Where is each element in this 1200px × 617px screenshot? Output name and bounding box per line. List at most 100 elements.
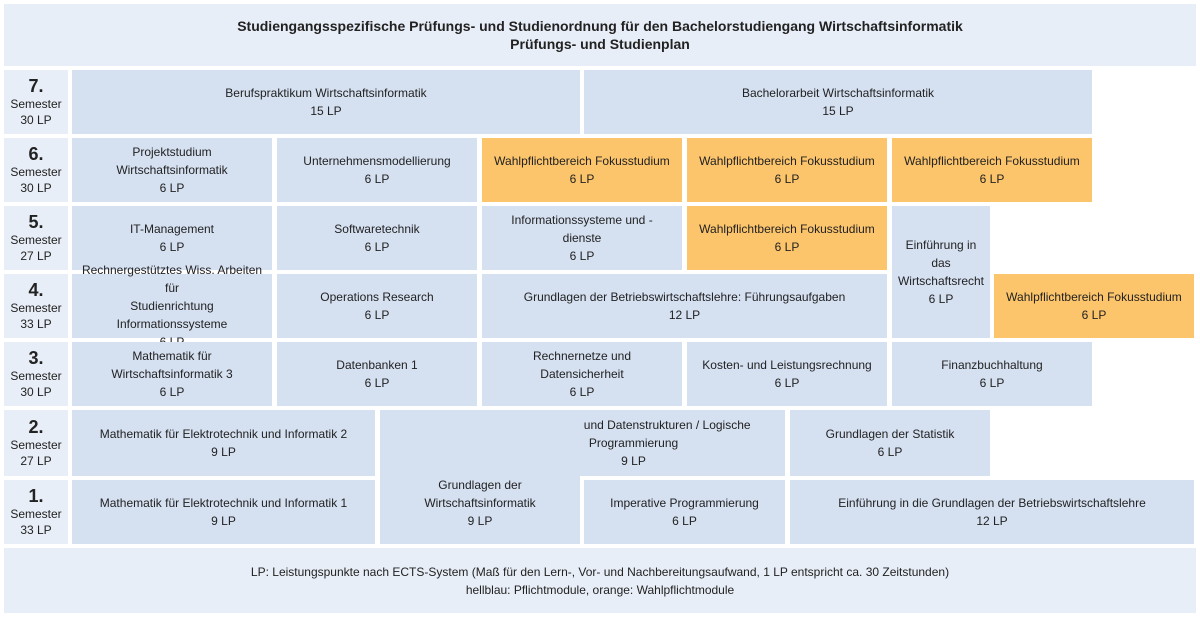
semester-word: Semester bbox=[10, 301, 62, 315]
module-lp: 6 LP bbox=[364, 376, 390, 390]
module-lp: 6 LP bbox=[928, 292, 954, 306]
module-bwl-fuehrungsaufgaben: Grundlagen der Betriebswirtschaftslehre:… bbox=[482, 274, 887, 338]
module-lp: 6 LP bbox=[159, 240, 185, 254]
module-name: Berufspraktikum Wirtschaftsinformatik bbox=[225, 86, 427, 100]
module-einfuehrung-bwl: Einführung in die Grundlagen der Betrieb… bbox=[790, 480, 1194, 544]
module-name: Grundlagen der Statistik bbox=[825, 427, 955, 441]
module-name: Unternehmensmodellierung bbox=[303, 154, 451, 168]
module-lp: 9 LP bbox=[211, 514, 236, 528]
module-name: Wahlpflichtbereich Fokusstudium bbox=[1006, 290, 1182, 304]
module-lp: 15 LP bbox=[310, 104, 342, 118]
module-lp: 9 LP bbox=[467, 514, 493, 528]
semester-label-3: 3. Semester 30 LP bbox=[4, 342, 68, 406]
module-name: Softwaretechnik bbox=[334, 222, 420, 236]
module-statistik: Grundlagen der Statistik 6 LP bbox=[790, 410, 990, 476]
semester-lp: 33 LP bbox=[20, 317, 52, 331]
module-name: Imperative Programmierung bbox=[610, 496, 759, 510]
module-name: Finanzbuchhaltung bbox=[941, 358, 1043, 372]
module-bachelorarbeit: Bachelorarbeit Wirtschaftsinformatik 15 … bbox=[584, 70, 1092, 134]
module-name: Operations Research bbox=[320, 290, 434, 304]
semester-word: Semester bbox=[10, 438, 62, 452]
module-rechnernetze: Rechnernetze und Datensicherheit 6 LP bbox=[482, 342, 682, 406]
semester-lp: 27 LP bbox=[20, 454, 52, 468]
legend-color-key: hellblau: Pflichtmodule, orange: Wahlpfl… bbox=[465, 582, 735, 597]
module-name: Grundlagen der Betriebswirtschaftslehre:… bbox=[523, 290, 846, 304]
module-lp: 6 LP bbox=[877, 445, 903, 459]
module-lp: 6 LP bbox=[1081, 308, 1107, 322]
module-finanzbuchhaltung: Finanzbuchhaltung 6 LP bbox=[892, 342, 1092, 406]
module-wahlpflicht-6b: Wahlpflichtbereich Fokusstudium 6 LP bbox=[687, 138, 887, 202]
module-projektstudium: Projektstudium Wirtschaftsinformatik 6 L… bbox=[72, 138, 272, 202]
module-name: Wahlpflichtbereich Fokusstudium bbox=[699, 154, 875, 168]
module-mathematik-wi-3: Mathematik für Wirtschaftsinformatik 3 6… bbox=[72, 342, 272, 406]
semester-label-4: 4. Semester 33 LP bbox=[4, 274, 68, 338]
module-lp: 9 LP bbox=[211, 445, 236, 459]
module-mathematik-eti-1: Mathematik für Elektrotechnik und Inform… bbox=[72, 480, 375, 544]
module-wahlpflicht-6c: Wahlpflichtbereich Fokusstudium 6 LP bbox=[892, 138, 1092, 202]
module-lp: 12 LP bbox=[976, 514, 1008, 528]
legend-lp-explanation: LP: Leistungspunkte nach ECTS-System (Ma… bbox=[250, 564, 950, 579]
module-lp: 6 LP bbox=[979, 376, 1005, 390]
module-lp: 6 LP bbox=[774, 240, 800, 254]
module-lp: 6 LP bbox=[364, 308, 390, 322]
semester-number: 6. bbox=[28, 144, 44, 164]
semester-label-5: 5. Semester 27 LP bbox=[4, 206, 68, 270]
page-subtitle: Prüfungs- und Studienplan bbox=[510, 36, 690, 52]
module-lp: 6 LP bbox=[569, 172, 595, 186]
module-informationssysteme: Informationssysteme und -dienste 6 LP bbox=[482, 206, 682, 270]
module-softwaretechnik: Softwaretechnik 6 LP bbox=[277, 206, 477, 270]
module-lp: 6 LP bbox=[672, 514, 697, 528]
module-name: Wahlpflichtbereich Fokusstudium bbox=[904, 154, 1080, 168]
semester-number: 7. bbox=[28, 76, 44, 96]
semester-label-6: 6. Semester 30 LP bbox=[4, 138, 68, 202]
semester-word: Semester bbox=[10, 233, 62, 247]
module-imperative-programmierung: Imperative Programmierung 6 LP bbox=[584, 480, 785, 544]
module-name: Wahlpflichtbereich Fokusstudium bbox=[699, 222, 875, 236]
module-name: Kosten- und Leistungsrechnung bbox=[702, 358, 872, 372]
semester-label-2: 2. Semester 27 LP bbox=[4, 410, 68, 476]
module-name: Einführung in die Grundlagen der Betrieb… bbox=[838, 496, 1146, 510]
module-lp: 6 LP bbox=[364, 172, 390, 186]
semester-word: Semester bbox=[10, 165, 62, 179]
semester-number: 5. bbox=[28, 212, 44, 232]
page-header: Studiengangsspezifische Prüfungs- und St… bbox=[4, 4, 1196, 66]
module-lp: 6 LP bbox=[979, 172, 1005, 186]
semester-label-1: 1. Semester 33 LP bbox=[4, 480, 68, 544]
module-lp: 6 LP bbox=[774, 172, 800, 186]
semester-word: Semester bbox=[10, 97, 62, 111]
module-name: Projektstudium Wirtschaftsinformatik bbox=[116, 145, 228, 177]
module-wahlpflicht-4: Wahlpflichtbereich Fokusstudium 6 LP bbox=[994, 274, 1194, 338]
module-name: Datenbanken 1 bbox=[336, 358, 418, 372]
module-lp: 15 LP bbox=[822, 104, 854, 118]
semester-word: Semester bbox=[10, 507, 62, 521]
semester-lp: 27 LP bbox=[20, 249, 52, 263]
semester-lp: 30 LP bbox=[20, 181, 52, 195]
semester-word: Semester bbox=[10, 369, 62, 383]
module-kosten-leistungsrechnung: Kosten- und Leistungsrechnung 6 LP bbox=[687, 342, 887, 406]
semester-label-7: 7. Semester 30 LP bbox=[4, 70, 68, 134]
module-name: Grundlagen der Wirtschaftsinformatik bbox=[424, 478, 536, 510]
module-datenbanken-1: Datenbanken 1 6 LP bbox=[277, 342, 477, 406]
module-lp: 6 LP bbox=[569, 249, 595, 263]
module-name: IT-Management bbox=[129, 222, 215, 236]
page-title: Studiengangsspezifische Prüfungs- und St… bbox=[237, 18, 963, 34]
module-mathematik-eti-2: Mathematik für Elektrotechnik und Inform… bbox=[72, 410, 375, 476]
module-lp: 12 LP bbox=[668, 308, 701, 322]
module-name: Einführung in das Wirtschaftsrecht bbox=[897, 238, 984, 288]
semester-number: 3. bbox=[28, 348, 44, 368]
module-lp: 6 LP bbox=[159, 385, 185, 399]
module-lp: 6 LP bbox=[774, 376, 800, 390]
module-lp: 6 LP bbox=[364, 240, 390, 254]
module-unternehmensmodellierung: Unternehmensmodellierung 6 LP bbox=[277, 138, 477, 202]
module-grundlagen-wi: Grundlagen der Wirtschaftsinformatik 9 L… bbox=[380, 410, 580, 544]
module-name: Informationssysteme und -dienste bbox=[511, 213, 653, 245]
module-name: Wahlpflichtbereich Fokusstudium bbox=[494, 154, 670, 168]
module-name: Rechnernetze und Datensicherheit bbox=[532, 349, 632, 381]
module-name: Rechnergestütztes Wiss. Arbeiten für Stu… bbox=[81, 263, 263, 331]
module-name: Mathematik für Wirtschaftsinformatik 3 bbox=[111, 349, 233, 381]
semester-number: 2. bbox=[28, 417, 44, 437]
module-name: Mathematik für Elektrotechnik und Inform… bbox=[99, 427, 348, 441]
semester-number: 1. bbox=[28, 486, 44, 506]
module-name: Bachelorarbeit Wirtschaftsinformatik bbox=[741, 86, 935, 100]
semester-lp: 33 LP bbox=[20, 523, 52, 537]
